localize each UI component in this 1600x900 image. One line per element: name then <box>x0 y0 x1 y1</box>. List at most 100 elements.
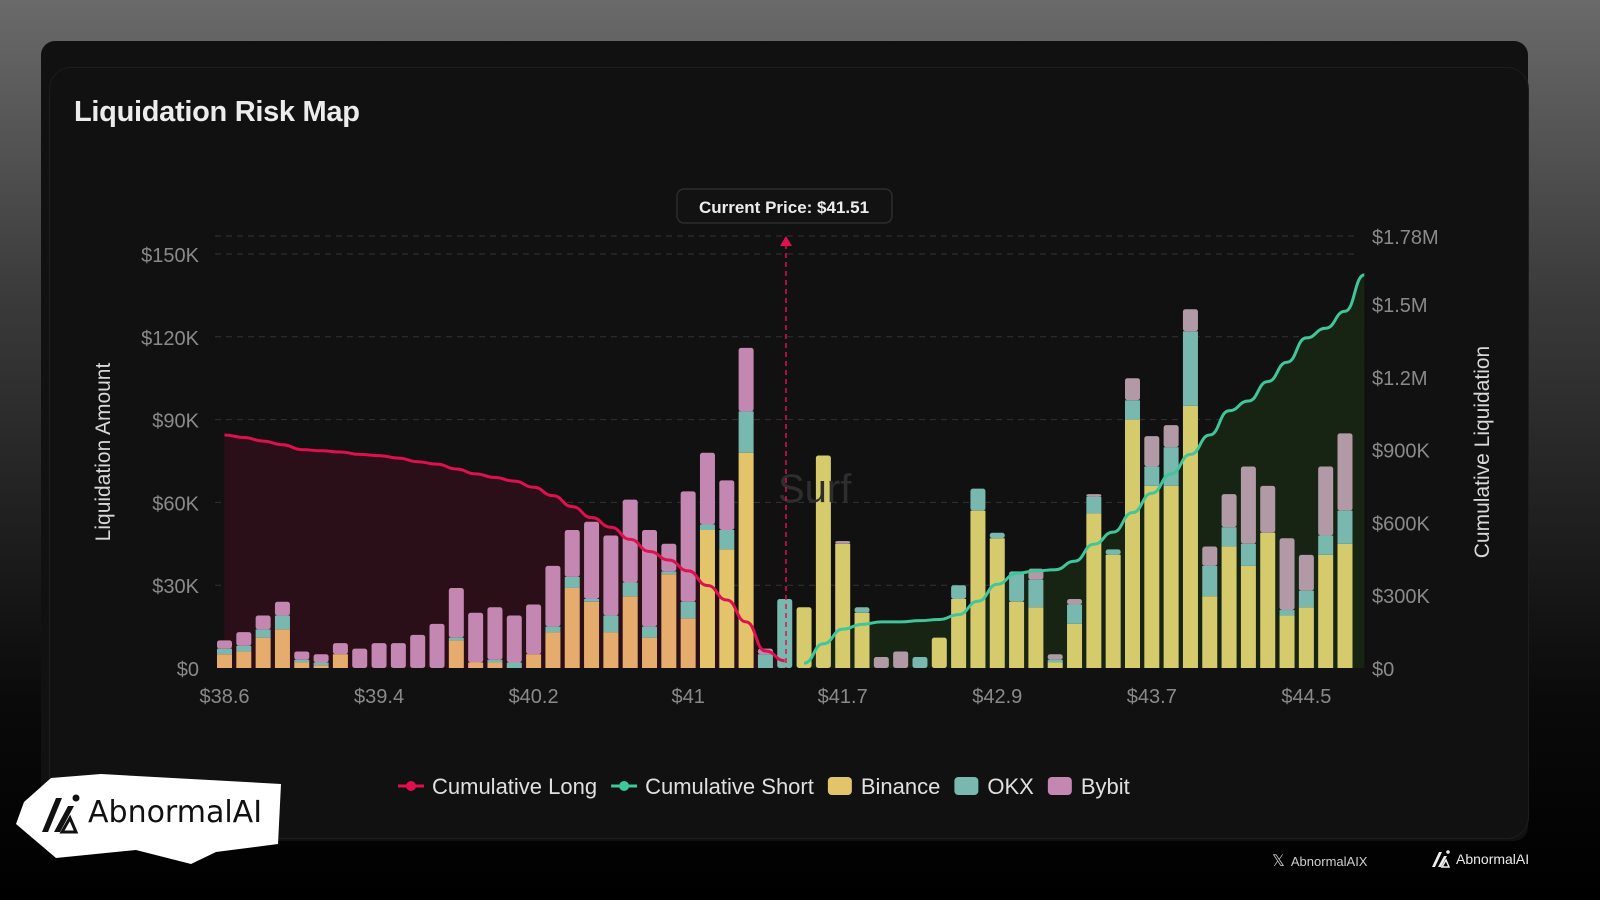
chart-title: Liquidation Risk Map <box>74 96 360 128</box>
bar-binance <box>1279 615 1295 668</box>
bar-stack <box>893 651 909 668</box>
bar-okx <box>970 488 986 511</box>
bar-binance <box>1028 607 1044 668</box>
bar-binance <box>815 455 831 668</box>
bar-bybit <box>236 632 252 646</box>
y-axis-left: $0 $30K $60K $90K $120K $150K <box>141 245 199 681</box>
y2-tick-label: $0 <box>1372 659 1394 681</box>
bar-bybit <box>1221 494 1237 528</box>
bar-binance <box>448 640 464 668</box>
bar-bybit <box>332 643 348 655</box>
bar-bybit <box>274 601 290 616</box>
bar-okx <box>1028 579 1044 608</box>
bar-okx <box>738 411 754 453</box>
bar-stack <box>487 607 503 668</box>
bar-bybit <box>835 541 851 544</box>
current-price-label: Current Price: $41.51 <box>699 198 869 217</box>
bar-okx <box>217 648 232 655</box>
bar-bybit <box>873 656 889 668</box>
bar-binance <box>1124 419 1140 668</box>
bar-binance <box>236 651 252 668</box>
legend: Cumulative Long Cumulative Short Binance OK… <box>398 774 1130 799</box>
bar-bybit <box>1318 466 1334 536</box>
y-axis-right: $0 $300K $600K $900K $1.2M $1.5M $1.78M <box>1372 227 1439 681</box>
bar-okx <box>1105 549 1121 555</box>
bar-stack <box>1163 425 1179 668</box>
bar-bybit <box>390 643 406 668</box>
x-tick-label: $41.7 <box>818 686 868 708</box>
bar-stack <box>912 656 928 668</box>
legend-box-icon <box>1047 777 1072 795</box>
bar-okx <box>777 599 793 668</box>
bar-stack <box>352 648 368 668</box>
surf-watermark: Surf <box>778 467 852 511</box>
bar-bybit <box>1067 599 1083 605</box>
bar-stack <box>371 643 387 668</box>
x-tick-label: $38.6 <box>199 686 249 708</box>
legend-item[interactable]: OKX <box>954 774 1034 799</box>
bar-binance <box>622 596 638 668</box>
bar-bybit <box>506 615 522 663</box>
bar-binance <box>468 662 484 668</box>
bar-binance <box>584 601 600 668</box>
bar-okx <box>642 626 658 638</box>
bar-okx <box>584 599 600 602</box>
bar-okx <box>236 645 252 652</box>
bar-stack <box>1028 568 1044 668</box>
bar-binance <box>1318 554 1334 668</box>
bar-okx <box>1047 659 1063 663</box>
bar-bybit <box>680 491 696 602</box>
bar-okx <box>545 626 561 633</box>
bar-okx <box>1279 610 1295 616</box>
x-tick-label: $44.5 <box>1281 686 1331 708</box>
bar-bybit <box>1182 309 1198 332</box>
bar-stack <box>1047 654 1063 668</box>
bar-stack <box>294 651 310 668</box>
bar-binance <box>1009 601 1025 668</box>
x-tick-label: $42.9 <box>972 686 1022 708</box>
bar-bybit <box>603 535 619 616</box>
bar-stack <box>815 455 831 668</box>
bar-bybit <box>661 543 677 572</box>
logo-text: AbnormalAI <box>88 795 262 830</box>
bar-stack <box>796 607 812 668</box>
bar-binance <box>1067 623 1083 668</box>
bar-binance <box>313 665 329 668</box>
bar-bybit <box>1124 378 1140 401</box>
bar-okx <box>1182 331 1198 406</box>
bar-okx <box>1067 604 1083 624</box>
bar-okx <box>622 582 638 597</box>
y2-tick-label: $1.5M <box>1372 295 1428 317</box>
bar-stack <box>274 601 290 668</box>
bar-bybit <box>893 651 909 668</box>
bar-okx <box>448 637 464 641</box>
bar-okx <box>1318 535 1334 555</box>
bar-binance <box>1260 532 1276 668</box>
legend-item[interactable]: Cumulative Short <box>611 774 814 799</box>
legend-box-icon <box>954 777 979 795</box>
bar-bybit <box>642 530 658 627</box>
x-tick-label: $39.4 <box>354 686 404 708</box>
bar-stack <box>313 654 329 668</box>
arrow-up-icon <box>780 236 792 246</box>
legend-item[interactable]: Cumulative Long <box>398 774 597 799</box>
bar-stack <box>1337 433 1353 668</box>
bar-binance <box>1298 607 1314 668</box>
current-price-marker: Current Price: $41.51 <box>676 188 893 668</box>
bar-binance <box>274 629 290 668</box>
bar-binance <box>1047 662 1063 668</box>
bar-okx <box>757 654 773 668</box>
footer-social[interactable]: 𝕏 AbnormalAIX <box>1272 851 1367 871</box>
bar-stack <box>1144 436 1160 668</box>
bar-okx <box>1124 400 1140 420</box>
bar-binance <box>1221 546 1237 668</box>
cumulative-lines <box>224 273 1365 665</box>
bar-stack <box>255 615 271 668</box>
legend-label: Bybit <box>1081 774 1130 799</box>
bar-stack <box>236 632 252 668</box>
bar-binance <box>487 662 503 668</box>
legend-item[interactable]: Bybit <box>1047 774 1130 799</box>
legend-item[interactable]: Binance <box>827 774 941 799</box>
bar-okx <box>487 659 503 663</box>
bar-binance <box>796 607 812 668</box>
